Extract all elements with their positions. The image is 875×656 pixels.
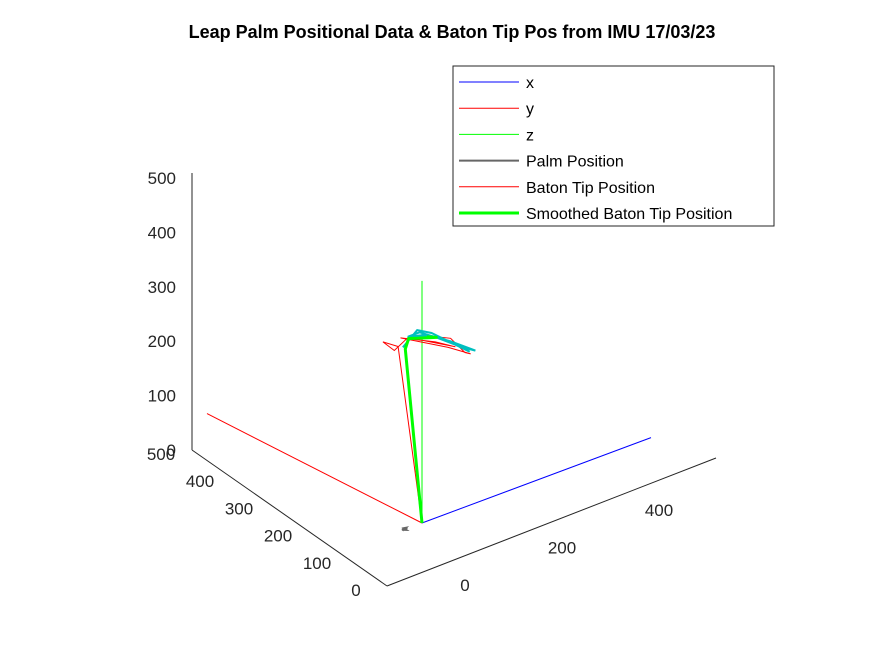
x-tick-label: 400 [645,501,673,520]
legend: xyz Palm Position Baton Tip Position Smooth… [452,65,775,227]
legend-label: Baton Tip Position [526,180,655,197]
z-tick-label: 100 [148,387,176,406]
legend-label: x [526,75,534,92]
legend-box [452,65,775,227]
y-tick-label: 100 [303,554,331,573]
palm-position-line [401,526,410,532]
x-vector-line [421,437,652,524]
z-tick-label: 400 [148,223,176,242]
z-tick-label: 300 [148,278,176,297]
legend-label: y [526,101,534,118]
y-tick-label: 0 [351,581,360,600]
tip-cluster-line [402,329,476,353]
z-tick-label: 500 [148,169,176,188]
x-axis-line [386,457,717,587]
x-tick-label: 200 [548,539,576,558]
y-tick-label: 400 [186,472,214,491]
legend-label: Smoothed Baton Tip Position [526,206,732,223]
z-tick-label: 0 [167,441,176,460]
smoothed-baton-tip-line [403,335,438,524]
legend-label: Palm Position [526,154,624,171]
z-tick-label: 200 [148,332,176,351]
y-axis-line [191,449,388,587]
legend-label: z [526,127,534,144]
y-tick-label: 500 [147,445,175,464]
y-tick-label: 300 [225,499,253,518]
axes-box [191,173,717,587]
y-tick-label: 200 [264,527,292,546]
chart-title: Leap Palm Positional Data & Baton Tip Po… [189,22,716,42]
x-tick-label: 0 [460,576,469,595]
y-vector-line [206,413,423,524]
data-series [206,280,652,532]
